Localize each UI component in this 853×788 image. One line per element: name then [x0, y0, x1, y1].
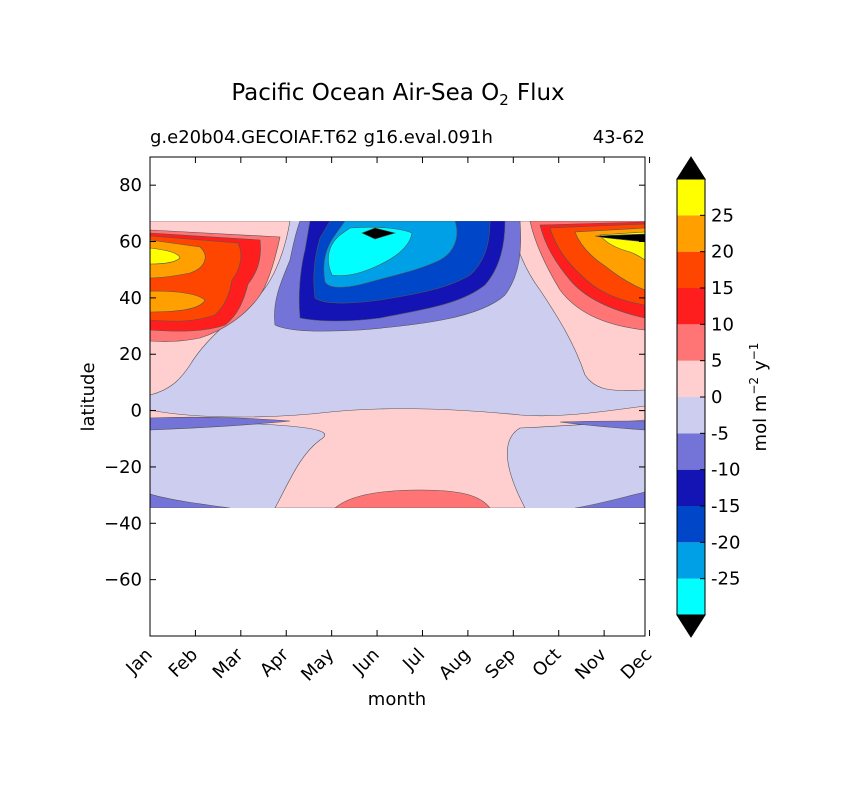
colorbar-segment	[677, 469, 705, 506]
x-tick-label: Sep	[481, 644, 520, 683]
colorbar-tick-label: 10	[711, 314, 734, 335]
colorbar-tick-label: -15	[711, 496, 740, 517]
contour-ne-pos-black	[594, 233, 645, 243]
y-axis: 80 60 40 20 0 −20 −40 −60	[104, 175, 645, 591]
colorbar-segment	[677, 288, 705, 325]
colorbar-tick-label: 15	[711, 278, 734, 299]
y-tick-label: 40	[119, 288, 142, 309]
x-tick-label: Oct	[529, 644, 566, 681]
contour-field	[150, 221, 645, 508]
colorbar-segment	[677, 360, 705, 397]
y-tick-label: −20	[104, 457, 142, 478]
subtitle-left: g.e20b04.GECOIAF.T62 g16.eval.091h	[150, 127, 493, 148]
y-axis-label: latitude	[78, 362, 99, 431]
x-tick-label: May	[297, 644, 338, 685]
colorbar-segment	[677, 506, 705, 543]
colorbar-segment	[677, 324, 705, 361]
y-tick-label: 80	[119, 175, 142, 196]
chart-title: Pacific Ocean Air-Sea O2 Flux	[231, 80, 564, 109]
colorbar-segment	[677, 251, 705, 288]
contour-n-neg-black	[361, 227, 397, 240]
x-tick-label: Apr	[256, 644, 293, 681]
x-tick-label: Mar	[209, 644, 248, 683]
colorbar-tick-label: -25	[711, 569, 740, 590]
y-tick-label: 60	[119, 232, 142, 253]
subtitle-right: 43-62	[593, 127, 645, 148]
colorbar-label: mol m−2y−1	[747, 343, 771, 452]
colorbar-tick-label: 20	[711, 242, 734, 263]
x-tick-label: Jun	[348, 644, 383, 679]
y-tick-label: 20	[119, 344, 142, 365]
colorbar-tick-label: -20	[711, 532, 740, 553]
colorbar-over-triangle	[676, 156, 706, 180]
contour-southwest-neg	[150, 493, 231, 508]
colorbar-segment	[677, 578, 705, 615]
x-tick-label: Feb	[165, 644, 202, 681]
colorbar-segment	[677, 433, 705, 470]
colorbar-tick-label: -5	[711, 423, 729, 444]
colorbar-tick-label: -10	[711, 460, 740, 481]
colorbar-tick-label: 5	[711, 351, 722, 372]
colorbar-segment	[677, 397, 705, 434]
plot-frame	[149, 156, 646, 637]
y-tick-label: −40	[104, 513, 142, 534]
contour-nw-pos-over-25	[150, 247, 181, 265]
contour-south-pos-5-10	[334, 489, 491, 508]
contour-n-neg-over-25	[327, 226, 413, 276]
colorbar-segment	[677, 542, 705, 579]
x-axis-label: month	[368, 689, 426, 710]
contour-eq-neg-5-10	[150, 416, 291, 431]
x-tick-label: Jul	[398, 644, 429, 675]
contour-southeast-neg	[574, 491, 645, 508]
x-tick-label: Dec	[617, 644, 656, 683]
x-tick-label: Jan	[122, 644, 157, 679]
contour-eq-neg-5-10-east	[559, 420, 645, 431]
x-tick-label: Aug	[435, 644, 475, 684]
y-tick-label: −60	[104, 570, 142, 591]
colorbar-under-triangle	[676, 614, 706, 638]
x-tick-label: Nov	[571, 644, 611, 684]
colorbar-segment	[677, 215, 705, 252]
colorbar: -25 -20 -15 -10 -5 0 5 10 15 20 25	[676, 156, 740, 638]
colorbar-tick-label: 0	[711, 387, 722, 408]
colorbar-tick-label: 25	[711, 205, 734, 226]
colorbar-segment	[677, 179, 705, 216]
y-tick-label: 0	[131, 401, 142, 422]
